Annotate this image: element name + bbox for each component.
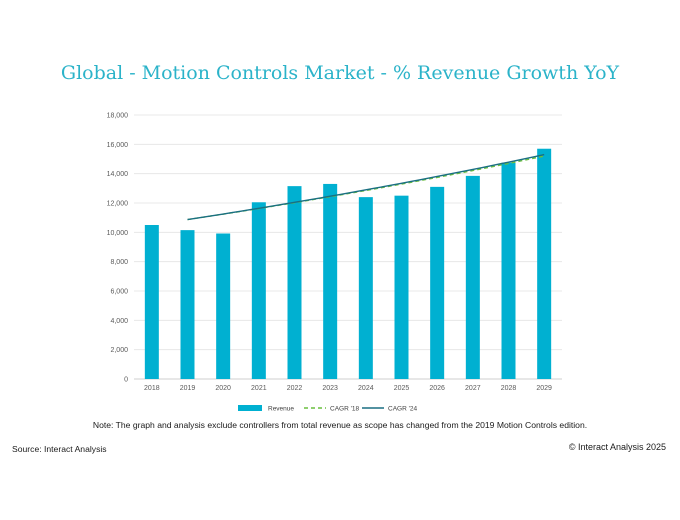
legend: Revenue CAGR '18 CAGR '24: [238, 405, 417, 413]
bar-2029: [537, 148, 552, 379]
y-tick-label: 2,000: [110, 347, 128, 354]
y-tick-label: 18,000: [107, 113, 129, 120]
x-tick-label: 2028: [501, 385, 517, 392]
x-tick-label: 2027: [465, 385, 481, 392]
bar-2025: [394, 195, 409, 379]
bar-2026: [430, 186, 445, 379]
source-label: Source: Interact Analysis: [12, 444, 107, 454]
x-tick-label: 2018: [144, 385, 160, 392]
legend-label: CAGR '18: [330, 406, 359, 413]
gridlines: [134, 114, 562, 380]
chart-note: Note: The graph and analysis exclude con…: [92, 420, 588, 430]
x-tick-label: 2020: [215, 385, 231, 392]
x-axis-ticks: 2018 2019 2020 2021 2022 2023 2024 2025 2026 2027…: [144, 385, 552, 392]
y-tick-label: 8,000: [110, 259, 128, 266]
y-tick-label: 4,000: [110, 318, 128, 325]
y-tick-label: 10,000: [107, 230, 129, 237]
x-tick-label: 2019: [180, 385, 196, 392]
bar-2024: [358, 197, 373, 379]
trend-line: [187, 153, 545, 221]
y-tick-label: 6,000: [110, 289, 128, 296]
trend-line: [187, 155, 545, 221]
y-tick-label: 16,000: [107, 142, 129, 149]
x-tick-label: 2025: [394, 385, 410, 392]
y-axis-ticks: 0 2,000 4,000 6,000 8,000 10,000 12,000 14,000 1…: [107, 113, 129, 384]
bar-2022: [287, 186, 302, 379]
y-tick-label: 12,000: [107, 201, 129, 208]
bar-2028: [501, 162, 516, 379]
trend-lines: [187, 153, 545, 221]
x-tick-label: 2023: [322, 385, 338, 392]
legend-swatch: [238, 405, 262, 411]
x-tick-label: 2024: [358, 385, 374, 392]
x-tick-label: 2021: [251, 385, 267, 392]
y-tick-label: 14,000: [107, 171, 129, 178]
y-tick-label: 0: [124, 377, 128, 384]
bar-2018: [144, 225, 159, 379]
x-tick-label: 2022: [287, 385, 303, 392]
chart-title: Global - Motion Controls Market - % Reve…: [60, 62, 620, 84]
bar-2023: [323, 183, 338, 379]
copyright-label: © Interact Analysis 2025: [568, 442, 666, 452]
x-tick-label: 2026: [429, 385, 445, 392]
x-tick-label: 2029: [536, 385, 552, 392]
legend-label: Revenue: [268, 406, 294, 413]
legend-label: CAGR '24: [388, 406, 417, 413]
bars: [144, 148, 552, 379]
bar-2020: [216, 233, 231, 379]
bar-2021: [251, 202, 266, 379]
bar-2019: [180, 230, 195, 379]
bar-2027: [465, 175, 480, 379]
